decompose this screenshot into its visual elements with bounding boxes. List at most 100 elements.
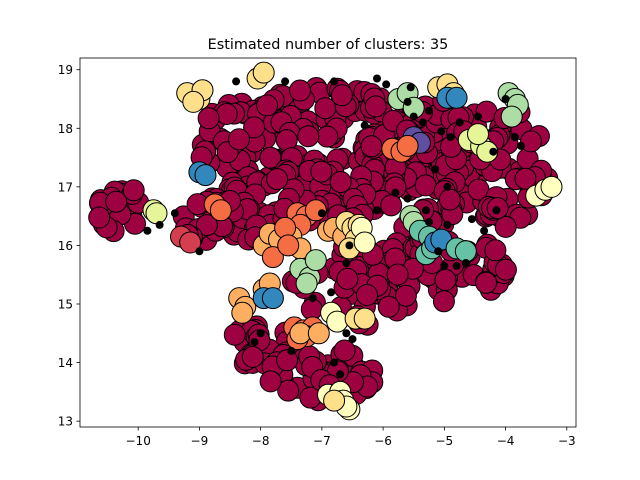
cluster-point <box>194 164 217 187</box>
noise-point <box>342 259 351 267</box>
cluster-point <box>179 231 202 254</box>
cluster-point <box>494 215 517 238</box>
y-tick-label: 17 <box>58 180 73 194</box>
noise-point <box>461 259 470 267</box>
cluster-point <box>414 174 437 197</box>
cluster-point <box>467 123 489 146</box>
noise-point <box>360 121 369 130</box>
cluster-point <box>256 94 279 117</box>
noise-point <box>452 261 461 270</box>
cluster-point <box>434 269 457 291</box>
cluster-point <box>520 130 542 153</box>
cluster-point <box>105 190 128 213</box>
x-tick-label: −9 <box>191 434 209 448</box>
cluster-point <box>540 175 563 198</box>
y-tick-label: 13 <box>58 415 73 429</box>
cluster-point <box>277 379 300 402</box>
noise-point <box>440 261 449 270</box>
cluster-point <box>380 194 403 217</box>
cluster-point <box>333 339 356 362</box>
noise-point <box>330 77 339 86</box>
noise-point <box>373 74 381 83</box>
cluster-point <box>289 79 311 102</box>
noise-point <box>170 209 179 218</box>
noise-point <box>516 141 525 150</box>
chart-title: Estimated number of clusters: 35 <box>208 37 449 53</box>
cluster-point <box>266 168 289 191</box>
cluster-point <box>307 322 330 345</box>
y-tick-label: 16 <box>58 239 73 253</box>
noise-point <box>373 206 381 215</box>
cluster-point <box>297 125 320 148</box>
cluster-point <box>252 61 275 84</box>
noise-point <box>250 338 259 347</box>
noise-point <box>281 77 290 86</box>
cluster-point <box>396 134 419 157</box>
noise-point <box>403 97 412 106</box>
cluster-point <box>353 231 376 254</box>
x-tick-label: −7 <box>313 434 331 448</box>
cluster-point <box>356 284 378 306</box>
cluster-point <box>261 287 284 310</box>
cluster-point <box>316 125 339 148</box>
noise-point <box>425 218 433 226</box>
noise-point <box>425 106 433 115</box>
cluster-point <box>182 90 205 113</box>
noise-point <box>330 358 339 367</box>
cluster-point <box>304 249 327 272</box>
noise-point <box>409 112 418 121</box>
cluster-point <box>432 290 455 313</box>
noise-point <box>345 241 354 250</box>
cluster-point <box>88 206 111 229</box>
noise-point <box>501 95 510 103</box>
cluster-point <box>310 160 333 183</box>
cluster-point <box>438 188 461 211</box>
noise-point <box>308 294 317 303</box>
cluster-point <box>360 135 383 158</box>
noise-point <box>256 329 265 338</box>
y-tick-label: 14 <box>58 356 73 370</box>
cluster-point <box>195 214 218 237</box>
noise-point <box>446 133 455 142</box>
y-axis: 13 14 15 16 17 18 19 <box>58 63 80 429</box>
x-tick-label: −6 <box>374 434 392 448</box>
y-tick-label: 19 <box>58 63 73 77</box>
noise-point <box>382 80 391 89</box>
noise-point <box>195 247 204 256</box>
noise-point <box>437 127 446 136</box>
noise-point <box>489 147 498 156</box>
noise-point <box>443 182 452 191</box>
cluster-point <box>377 295 400 318</box>
cluster-point <box>122 179 145 202</box>
x-tick-label: −5 <box>435 434 453 448</box>
noise-point <box>143 226 152 235</box>
cluster-point <box>215 103 238 125</box>
noise-point <box>467 215 476 224</box>
noise-point <box>480 226 489 235</box>
noise-point <box>348 335 357 344</box>
noise-point <box>391 188 400 197</box>
x-tick-label: −8 <box>252 434 270 448</box>
noise-point <box>287 346 296 355</box>
cluster-point <box>500 105 523 128</box>
cluster-point <box>259 370 282 393</box>
cluster-point <box>261 246 284 269</box>
x-tick-label: −4 <box>497 434 515 448</box>
noise-point <box>336 370 345 379</box>
noise-point <box>155 220 164 229</box>
noise-point <box>434 247 443 256</box>
cluster-point <box>277 234 300 257</box>
cluster-point <box>494 258 517 281</box>
cluster-point <box>228 128 250 151</box>
cluster-point <box>326 310 349 333</box>
cluster-point <box>386 263 409 286</box>
noise-point <box>418 118 427 127</box>
noise-point <box>317 209 326 218</box>
cluster-point <box>394 284 417 307</box>
cluster-point <box>289 322 312 345</box>
noise-point <box>455 118 464 127</box>
cluster-point <box>329 171 352 193</box>
cluster-point <box>276 349 299 372</box>
axes-frame <box>79 57 577 428</box>
cluster-point <box>295 272 318 295</box>
